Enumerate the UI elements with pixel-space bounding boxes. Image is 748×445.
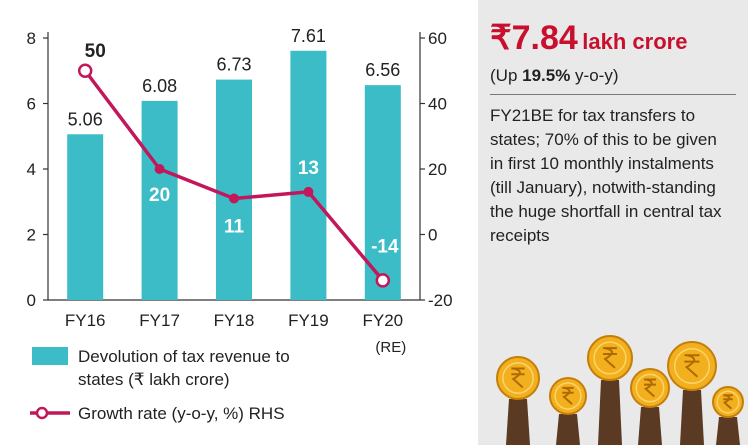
x-tick-label: FY19 — [288, 311, 329, 330]
rupee-glyph-shape — [722, 394, 733, 410]
rupee-coins-illustration — [496, 335, 744, 445]
data-labels: 5.06 6.08 6.73 7.61 6.56 50 20 11 13 -14 — [68, 26, 401, 258]
legend-bar-label-2: states (₹ lakh crore) — [78, 370, 230, 389]
left-tick-label: 6 — [27, 95, 36, 114]
left-tick-label: 8 — [27, 29, 36, 48]
bar — [290, 50, 327, 301]
growth-value-label: 11 — [224, 216, 245, 237]
bar-value-label: 6.73 — [216, 55, 251, 75]
legend-bar-swatch — [32, 347, 68, 365]
growth-value-label: 20 — [149, 185, 170, 206]
bar — [67, 134, 104, 300]
x-tick-label: FY16 — [65, 311, 106, 330]
line-marker-hollow — [375, 273, 391, 288]
growth-value-label: 50 — [85, 41, 106, 62]
rupee-glyph-shape — [562, 386, 574, 405]
x-tick-label: FY20 — [362, 311, 403, 330]
x-tick-label-suffix: (RE) — [375, 339, 406, 356]
x-tick-label: FY18 — [214, 311, 255, 330]
left-tick-label: 2 — [27, 226, 36, 245]
coin-rim-shape — [635, 373, 665, 403]
highlight-panel: ₹7.84 lakh crore (Up 19.5% y-o-y) FY21BE… — [478, 0, 748, 445]
legend-line-label: Growth rate (y-o-y, %) RHS — [78, 404, 285, 423]
right-tick-label: 60 — [428, 29, 447, 48]
rupee-glyph-shape — [511, 367, 525, 389]
x-tick-label: FY17 — [139, 311, 180, 330]
growth-line-series — [77, 63, 391, 288]
rupee-glyph-shape — [644, 378, 656, 398]
growth-note-value: 19.5% — [522, 66, 571, 85]
headline-unit: lakh crore — [582, 29, 688, 54]
bar-value-label: 6.08 — [142, 76, 177, 96]
line-marker — [154, 164, 165, 174]
bar — [216, 79, 252, 300]
hand-arm-shape — [680, 390, 704, 445]
panel-divider — [490, 94, 736, 95]
coin-rim-shape — [716, 390, 740, 414]
hand-arm-shape — [716, 417, 740, 445]
hand-arm-shape — [598, 380, 622, 445]
headline-figure: ₹7.84 lakh crore — [490, 18, 687, 58]
hand-arm-shape — [638, 407, 662, 445]
hand-arm-shape — [556, 414, 580, 445]
legend-bar-label: Devolution of tax revenue to — [78, 347, 290, 366]
growth-value-label: -14 — [371, 236, 399, 257]
bar-value-label: 7.61 — [291, 26, 326, 46]
rupee-glyph-shape — [684, 354, 700, 378]
coin-rim-shape — [554, 382, 582, 410]
coin-rim-shape — [502, 362, 534, 394]
chart-legend: Devolution of tax revenue to states (₹ la… — [30, 347, 290, 423]
left-tick-label: 0 — [27, 291, 36, 310]
coin-rim-shape — [673, 347, 711, 385]
headline-amount: ₹7.84 — [490, 19, 578, 57]
growth-note: (Up 19.5% y-o-y) — [490, 66, 619, 86]
left-tick-label: 4 — [27, 160, 36, 179]
line-marker-hollow — [77, 63, 93, 78]
growth-note-suffix: y-o-y) — [570, 66, 619, 85]
right-tick-label: 0 — [428, 226, 437, 245]
line-marker — [229, 193, 239, 204]
legend-line-marker — [35, 406, 49, 420]
right-tick-label: 40 — [428, 95, 447, 114]
right-tick-label: -20 — [428, 291, 453, 310]
bar-series — [67, 50, 401, 301]
growth-note-prefix: (Up — [490, 66, 523, 85]
growth-value-label: 13 — [298, 158, 319, 179]
chart-axes: 0 2 4 6 8 -20 0 20 40 60 FY16 FY17 FY18 FY19 FY20 (RE) — [27, 29, 453, 356]
coin-rim-shape — [593, 341, 627, 375]
bar — [141, 100, 178, 300]
description-text: FY21BE for tax transfers to states; 70% … — [490, 106, 722, 245]
line-marker — [303, 186, 314, 197]
bar-value-label: 5.06 — [68, 109, 103, 129]
hand-arm-shape — [506, 399, 530, 445]
bar-value-label: 6.56 — [365, 60, 400, 80]
rupee-glyph-shape — [603, 347, 617, 369]
right-tick-label: 20 — [428, 160, 447, 179]
